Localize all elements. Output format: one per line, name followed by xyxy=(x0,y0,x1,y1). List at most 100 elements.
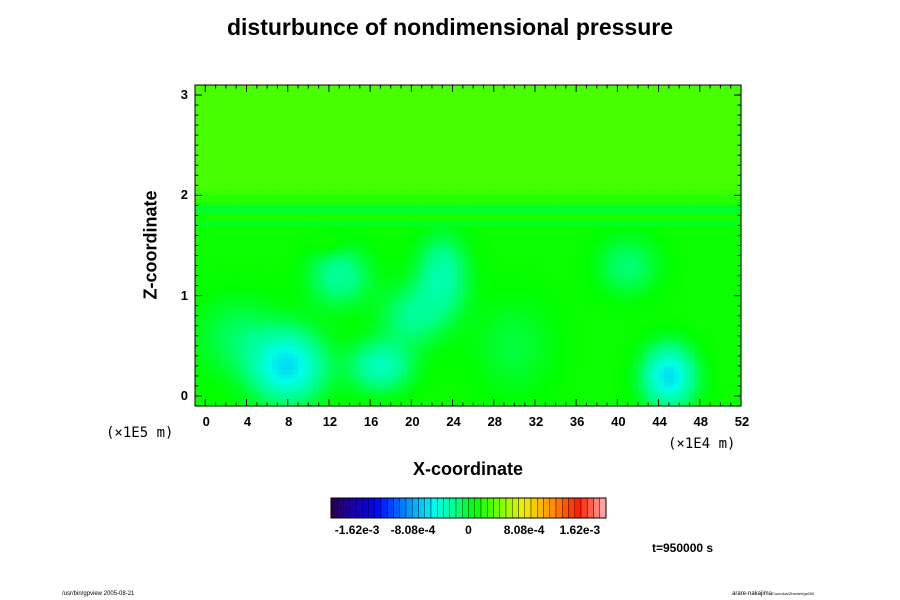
heatmap-cell xyxy=(370,317,376,323)
heatmap-cell xyxy=(282,109,289,114)
heatmap-cell xyxy=(195,161,201,166)
heatmap-cell xyxy=(411,121,418,126)
heatmap-cell xyxy=(241,173,248,178)
heatmap-cell xyxy=(236,201,242,206)
heatmap-cell xyxy=(416,133,423,138)
heatmap-cell xyxy=(195,121,201,126)
heatmap-cell xyxy=(364,257,371,263)
heatmap-cell xyxy=(282,269,289,275)
heatmap-cell xyxy=(447,357,454,363)
heatmap-cell xyxy=(308,273,315,279)
heatmap-cell xyxy=(241,321,248,327)
heatmap-cell xyxy=(447,373,454,379)
heatmap-cell xyxy=(308,329,315,335)
heatmap-cell xyxy=(328,85,335,90)
heatmap-cell xyxy=(401,265,407,271)
heatmap-cell xyxy=(287,329,294,335)
heatmap-cell xyxy=(308,297,315,303)
heatmap-cell xyxy=(509,281,515,287)
heatmap-cell xyxy=(256,245,263,251)
heatmap-cell xyxy=(401,365,407,371)
heatmap-cell xyxy=(220,329,227,335)
heatmap-cell xyxy=(200,241,206,247)
heatmap-cell xyxy=(359,185,366,190)
heatmap-cell xyxy=(200,125,206,130)
heatmap-cell xyxy=(452,133,459,138)
heatmap-cell xyxy=(339,241,345,247)
heatmap-cell xyxy=(442,161,448,166)
heatmap-cell xyxy=(385,365,392,371)
heatmap-cell xyxy=(200,253,206,259)
heatmap-cell xyxy=(282,333,289,339)
heatmap-cell xyxy=(298,153,304,158)
heatmap-cell xyxy=(421,325,428,331)
heatmap-cell xyxy=(287,365,294,371)
heatmap-cell xyxy=(200,145,206,150)
heatmap-cell xyxy=(488,169,495,174)
heatmap-cell xyxy=(509,117,515,122)
heatmap-cell xyxy=(344,261,351,267)
heatmap-cell xyxy=(225,341,232,347)
heatmap-cell xyxy=(267,161,273,166)
heatmap-cell xyxy=(509,97,515,102)
heatmap-cell xyxy=(431,97,438,102)
heatmap-cell xyxy=(251,325,258,331)
heatmap-cell xyxy=(375,161,382,166)
heatmap-cell xyxy=(344,225,351,231)
heatmap-cell xyxy=(318,357,325,363)
heatmap-cell xyxy=(411,209,418,214)
heatmap-cell xyxy=(328,153,335,158)
heatmap-cell xyxy=(334,209,340,214)
heatmap-cell xyxy=(462,177,469,182)
heatmap-cell xyxy=(246,145,253,150)
heatmap-cell xyxy=(287,201,294,206)
heatmap-cell xyxy=(236,397,242,403)
heatmap-cell xyxy=(292,173,299,178)
heatmap-cell xyxy=(426,245,433,251)
heatmap-cell xyxy=(282,385,289,391)
heatmap-cell xyxy=(272,365,279,371)
heatmap-cell xyxy=(313,121,320,126)
heatmap-cell xyxy=(344,117,351,122)
heatmap-cell xyxy=(323,193,330,198)
heatmap-cell xyxy=(323,117,330,122)
heatmap-cell xyxy=(426,309,433,315)
heatmap-cell xyxy=(313,389,320,395)
heatmap-cell xyxy=(225,289,232,295)
heatmap-cell xyxy=(473,197,479,202)
heatmap-cell xyxy=(220,265,227,271)
heatmap-cell xyxy=(344,401,351,407)
heatmap-cell xyxy=(215,193,222,198)
heatmap-cell xyxy=(462,329,469,335)
heatmap-cell xyxy=(380,185,387,190)
heatmap-cell xyxy=(282,301,289,307)
heatmap-cell xyxy=(504,257,510,263)
heatmap-cell xyxy=(468,157,474,162)
heatmap-cell xyxy=(457,373,464,379)
heatmap-cell xyxy=(205,321,212,327)
heatmap-cell xyxy=(241,213,248,219)
heatmap-cell xyxy=(380,249,387,255)
heatmap-cell xyxy=(267,345,273,351)
heatmap-cell xyxy=(225,113,232,118)
heatmap-cell xyxy=(200,349,206,355)
heatmap-cell xyxy=(308,389,315,395)
heatmap-cell xyxy=(416,225,423,231)
heatmap-cell xyxy=(195,97,201,102)
heatmap-cell xyxy=(349,265,356,271)
heatmap-cell xyxy=(231,385,237,391)
heatmap-cell xyxy=(282,233,289,239)
heatmap-cell xyxy=(328,113,335,118)
heatmap-cell xyxy=(478,129,485,134)
heatmap-cell xyxy=(308,257,315,263)
heatmap-cell xyxy=(421,281,428,287)
heatmap-cell xyxy=(313,85,320,90)
heatmap-cell xyxy=(225,137,232,142)
heatmap-cell xyxy=(225,297,232,303)
heatmap-cell xyxy=(457,225,464,231)
heatmap-cell xyxy=(385,117,392,122)
heatmap-cell xyxy=(261,229,268,235)
heatmap-cell xyxy=(468,133,474,138)
heatmap-cell xyxy=(416,197,423,202)
heatmap-cell xyxy=(416,293,423,299)
